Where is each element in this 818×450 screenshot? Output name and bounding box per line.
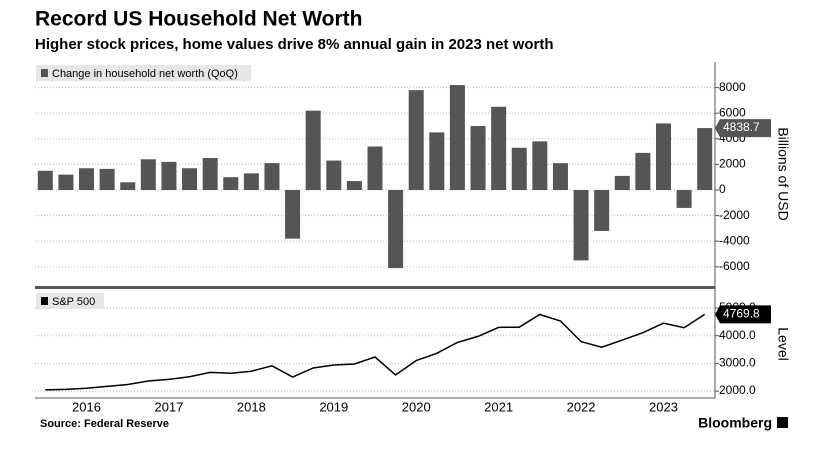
- bar: [532, 141, 548, 190]
- legend-box: [36, 293, 104, 309]
- y-tick-label: 8000: [719, 80, 746, 94]
- bar: [326, 160, 342, 190]
- legend-label: Change in household net worth (QoQ): [52, 68, 238, 80]
- y-tick-label: -6000: [719, 259, 750, 273]
- bar: [635, 152, 651, 190]
- last-value-label: 4769.8: [723, 307, 760, 321]
- x-tick-label: 2019: [319, 399, 348, 414]
- bar: [676, 190, 692, 208]
- y-tick-label: 2000: [719, 157, 746, 171]
- y-axis-label: Level: [775, 327, 791, 360]
- y-tick-label: 3000.0: [719, 356, 756, 370]
- bar: [449, 85, 465, 190]
- legend-label: S&P 500: [52, 296, 95, 308]
- x-tick-label: 2020: [402, 399, 431, 414]
- y-tick-label: 6000: [719, 105, 746, 119]
- bar: [140, 159, 156, 190]
- y-tick-label: 0: [719, 182, 726, 196]
- y-tick-label: 2000.0: [719, 383, 756, 397]
- bar: [511, 147, 527, 190]
- legend-swatch: [41, 69, 48, 77]
- last-value-label: 4838.7: [723, 120, 760, 134]
- x-tick-label: 2022: [567, 399, 596, 414]
- bar: [594, 190, 610, 231]
- chart-title: Record US Household Net Worth: [35, 8, 362, 31]
- bar: [367, 146, 383, 190]
- bar: [285, 190, 301, 239]
- chart-subtitle: Higher stock prices, home values drive 8…: [35, 36, 554, 53]
- y-tick-label: 4000.0: [719, 328, 756, 342]
- bar: [573, 190, 589, 261]
- x-tick-label: 2018: [237, 399, 266, 414]
- brand: Bloomberg: [698, 415, 772, 431]
- bar: [491, 106, 507, 190]
- bar: [429, 132, 445, 190]
- bar: [264, 163, 280, 190]
- bar: [305, 110, 321, 190]
- bar: [99, 168, 115, 190]
- y-tick-label: -2000: [719, 208, 750, 222]
- bar: [552, 163, 568, 190]
- last-value-badge: [715, 119, 771, 138]
- line: [45, 313, 706, 391]
- bar: [243, 173, 259, 190]
- y-axis-label: Billions of USD: [775, 127, 791, 220]
- bar: [37, 170, 53, 190]
- x-tick-label: 2016: [72, 399, 101, 414]
- legend-swatch: [41, 297, 48, 305]
- bar: [655, 123, 671, 190]
- bar: [388, 190, 404, 269]
- bar: [202, 158, 218, 190]
- bar: [470, 126, 486, 190]
- bar: [161, 161, 177, 190]
- x-tick-label: 2021: [484, 399, 513, 414]
- x-tick-label: 2023: [649, 399, 678, 414]
- bar: [408, 90, 424, 190]
- bar: [182, 168, 198, 190]
- bar: [120, 182, 136, 190]
- bar: [346, 181, 362, 190]
- last-value-badge: [715, 305, 771, 324]
- bar: [223, 177, 239, 190]
- bar: [79, 168, 95, 190]
- bar: [614, 175, 630, 190]
- x-tick-label: 2017: [154, 399, 183, 414]
- legend-box: [36, 65, 251, 81]
- brand-icon: [777, 417, 788, 428]
- bar: [58, 174, 74, 190]
- bar: [697, 128, 713, 190]
- source: Source: Federal Reserve: [40, 418, 169, 430]
- y-tick-label: -4000: [719, 233, 750, 247]
